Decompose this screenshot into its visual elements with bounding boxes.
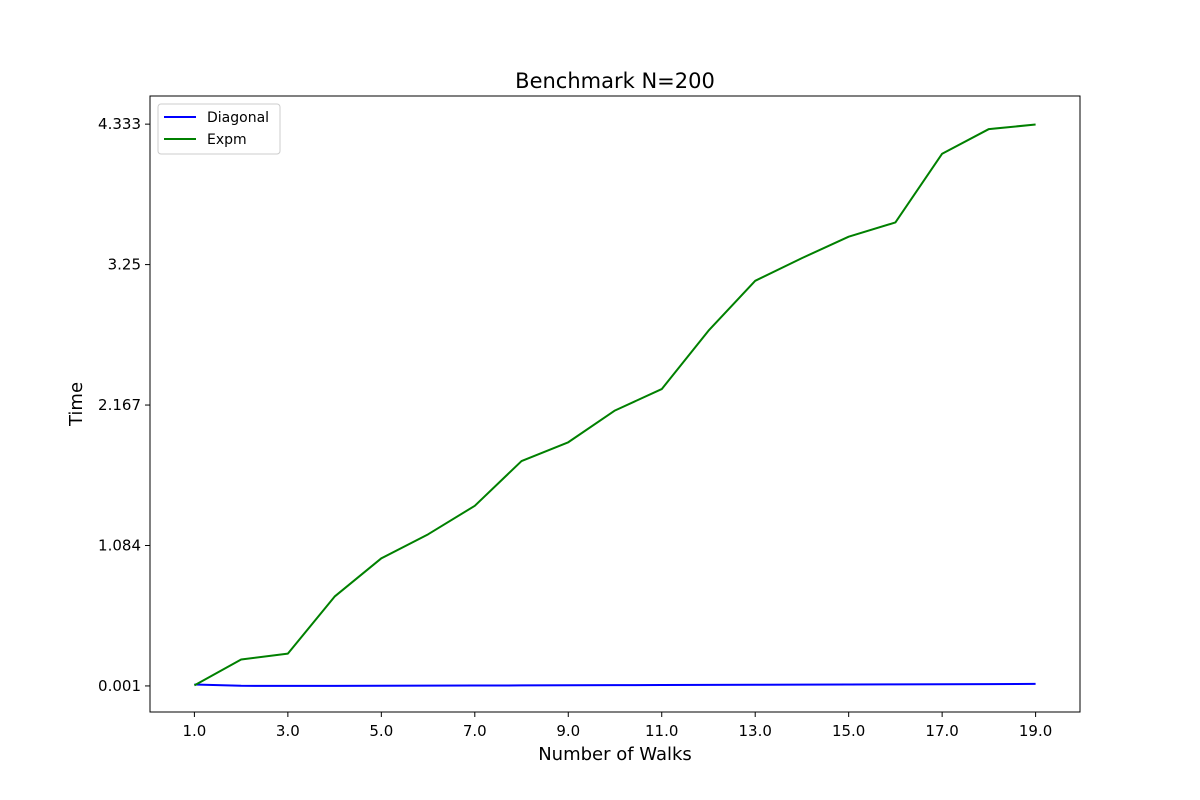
x-tick-label: 15.0 [832,722,865,740]
y-tick-label: 2.167 [98,396,141,414]
x-axis-label: Number of Walks [538,744,692,765]
x-tick-label: 5.0 [369,722,393,740]
y-axis: 0.001 1.084 2.167 3.25 4.333 [98,115,150,695]
legend: Diagonal Expm [157,103,281,155]
x-tick-label: 13.0 [738,722,771,740]
y-tick-label: 3.25 [108,256,141,274]
x-tick-label: 11.0 [645,722,678,740]
x-tick-label: 1.0 [182,722,206,740]
y-tick-label: 4.333 [98,115,141,133]
series-lines [193,123,1036,687]
legend-label: Diagonal [207,110,269,126]
y-axis-label: Time [66,382,87,427]
x-tick-label: 3.0 [276,722,300,740]
x-tick-label: 19.0 [1019,722,1052,740]
x-axis: 1.0 3.0 5.0 7.0 9.0 11.0 13.0 15.0 17.0 19.0 [182,712,1052,740]
x-tick-label: 7.0 [463,722,487,740]
x-tick-label: 9.0 [556,722,580,740]
chart-title: Benchmark N=200 [515,69,715,93]
y-tick-label: 0.001 [98,677,141,695]
y-tick-label: 1.084 [98,536,141,554]
series-line-expm [193,123,1036,687]
x-tick-label: 17.0 [925,722,958,740]
legend-label: Expm [207,132,247,148]
plot-area [149,95,1081,713]
series-line-diagonal [194,682,1036,687]
